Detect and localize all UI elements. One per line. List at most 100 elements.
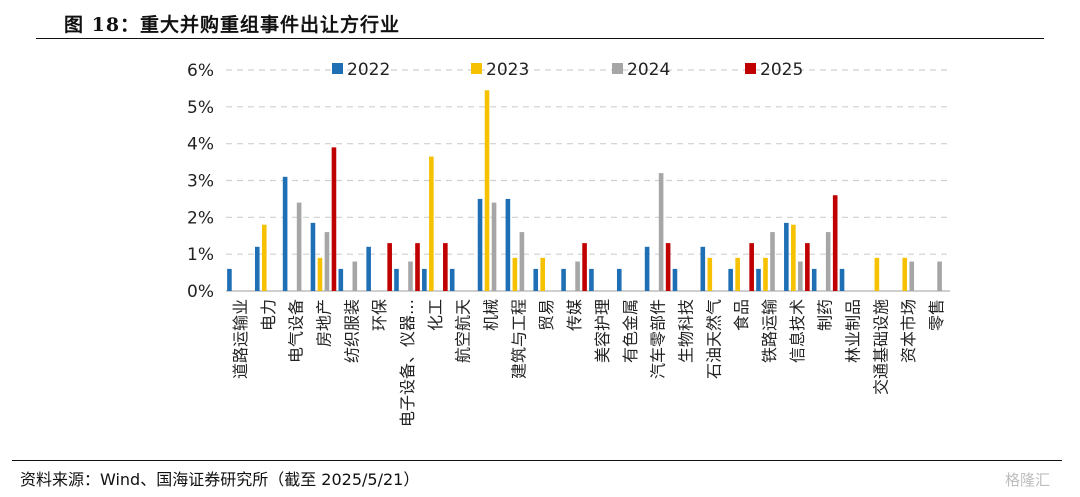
bar-2024: [770, 232, 775, 291]
bar-2025: [832, 195, 838, 291]
x-tick-label: 电气设备: [287, 299, 306, 363]
x-tick-label: 电子设备、仪器…: [398, 299, 417, 427]
legend-swatch: [612, 63, 623, 74]
x-tick-label: 资本市场: [899, 299, 918, 363]
x-tick-label: 交通基础设施: [871, 299, 890, 395]
bar-2024: [324, 232, 330, 291]
y-tick-label: 1%: [187, 245, 214, 265]
x-tick-label: 航空航天: [454, 299, 473, 363]
figure-header: 图 18：重大并购重组事件出让方行业: [28, 6, 1052, 38]
legend-swatch: [332, 63, 343, 74]
bar-2025: [415, 243, 420, 291]
bar-2023: [512, 257, 518, 291]
bar-2024: [937, 261, 942, 291]
bar-2022: [282, 176, 288, 291]
bar-2025: [331, 147, 337, 291]
x-tick-label: 汽车零部件: [649, 299, 668, 379]
bar-2022: [505, 198, 511, 291]
bar-2024: [825, 232, 831, 291]
bar-2022: [477, 198, 483, 291]
x-tick-label: 零售: [927, 299, 946, 331]
bar-2024: [408, 261, 413, 291]
bar-2024: [519, 232, 525, 291]
bar-2025: [665, 243, 671, 291]
bar-2022: [728, 268, 733, 291]
legend-swatch: [745, 63, 756, 74]
bar-2025: [387, 243, 392, 291]
x-tick-label: 电力: [259, 299, 278, 331]
bar-2024: [658, 173, 664, 291]
bar-2022: [533, 268, 539, 291]
bar-2023: [735, 257, 740, 291]
bar-2023: [902, 257, 908, 291]
source-note: 资料来源：Wind、国海证券研究所（截至 2025/5/21）: [20, 470, 420, 489]
x-tick-label: 制药: [816, 299, 835, 331]
bar-2023: [429, 156, 434, 291]
bar-2022: [784, 222, 789, 291]
bar-2022: [394, 268, 399, 291]
bar-2022: [338, 268, 344, 291]
x-tick-label: 纺织服装: [342, 299, 361, 363]
watermark-logo: 格隆汇: [1004, 471, 1050, 489]
bar-2022: [644, 246, 650, 291]
x-tick-label: 道路运输业: [231, 299, 250, 379]
y-tick-label: 5%: [187, 98, 214, 118]
bar-2023: [317, 257, 323, 291]
x-tick-label: 有色金属: [621, 299, 640, 363]
x-tick-label: 生物科技: [676, 299, 695, 363]
x-tick-label: 化工: [426, 299, 445, 331]
bar-2022: [310, 222, 316, 291]
x-tick-label: 建筑与工程: [509, 299, 528, 379]
bar-2023: [874, 257, 880, 291]
bar-2025: [805, 243, 810, 291]
x-tick-label: 食品: [732, 299, 751, 331]
x-tick-label: 环保: [370, 299, 389, 331]
bar-2022: [366, 246, 371, 291]
legend-label: 2022: [347, 60, 390, 80]
bar-2024: [909, 261, 915, 291]
legend-swatch: [471, 63, 482, 74]
bar-2022: [561, 268, 566, 291]
bar-2023: [484, 90, 490, 291]
x-tick-label: 机械: [482, 299, 501, 331]
bar-2022: [672, 268, 678, 291]
bar-2022: [254, 246, 260, 291]
footer-divider: [12, 460, 1062, 461]
bar-2022: [839, 268, 845, 291]
bar-2023: [707, 257, 713, 291]
bar-chart: 0% 1% 2% 3% 4% 5% 6% 道路运输业 电力 电气设备 房地产 纺织服装 环保 电子设备、仪…: [187, 60, 950, 427]
bar-2024: [491, 202, 497, 291]
bar-2022: [700, 246, 706, 291]
bar-2022: [589, 268, 594, 291]
y-tick-label: 2%: [187, 208, 214, 228]
y-tick-label: 6%: [187, 61, 214, 81]
bar-2022: [449, 268, 455, 291]
bar-2025: [582, 243, 587, 291]
y-tick-label: 4%: [187, 135, 214, 155]
bar-2022: [756, 268, 761, 291]
bar-2022: [811, 268, 817, 291]
bar-2025: [749, 243, 754, 291]
figure-title: 图 18：重大并购重组事件出让方行业: [64, 14, 401, 36]
x-tick-label: 林业制品: [844, 299, 863, 363]
x-tick-label: 石油天然气: [704, 299, 723, 379]
y-tick-label: 0%: [187, 282, 214, 302]
bar-2022: [422, 268, 427, 291]
y-tick-label: 3%: [187, 172, 214, 192]
bar-2024: [352, 261, 358, 291]
bar-2024: [575, 261, 580, 291]
bar-2023: [540, 257, 546, 291]
x-tick-label: 传媒: [565, 299, 584, 331]
bar-2023: [763, 257, 768, 291]
bar-2022: [616, 268, 622, 291]
bar-2023: [261, 224, 267, 291]
legend-label: 2023: [486, 60, 529, 80]
bar-2025: [443, 243, 448, 291]
x-tick-label: 信息技术: [788, 299, 807, 363]
bar-2024: [798, 261, 803, 291]
x-tick-label: 贸易: [537, 299, 556, 331]
legend-label: 2024: [627, 60, 670, 80]
x-tick-label: 美容护理: [593, 299, 612, 363]
legend-label: 2025: [760, 60, 803, 80]
title-divider: [36, 38, 1044, 39]
